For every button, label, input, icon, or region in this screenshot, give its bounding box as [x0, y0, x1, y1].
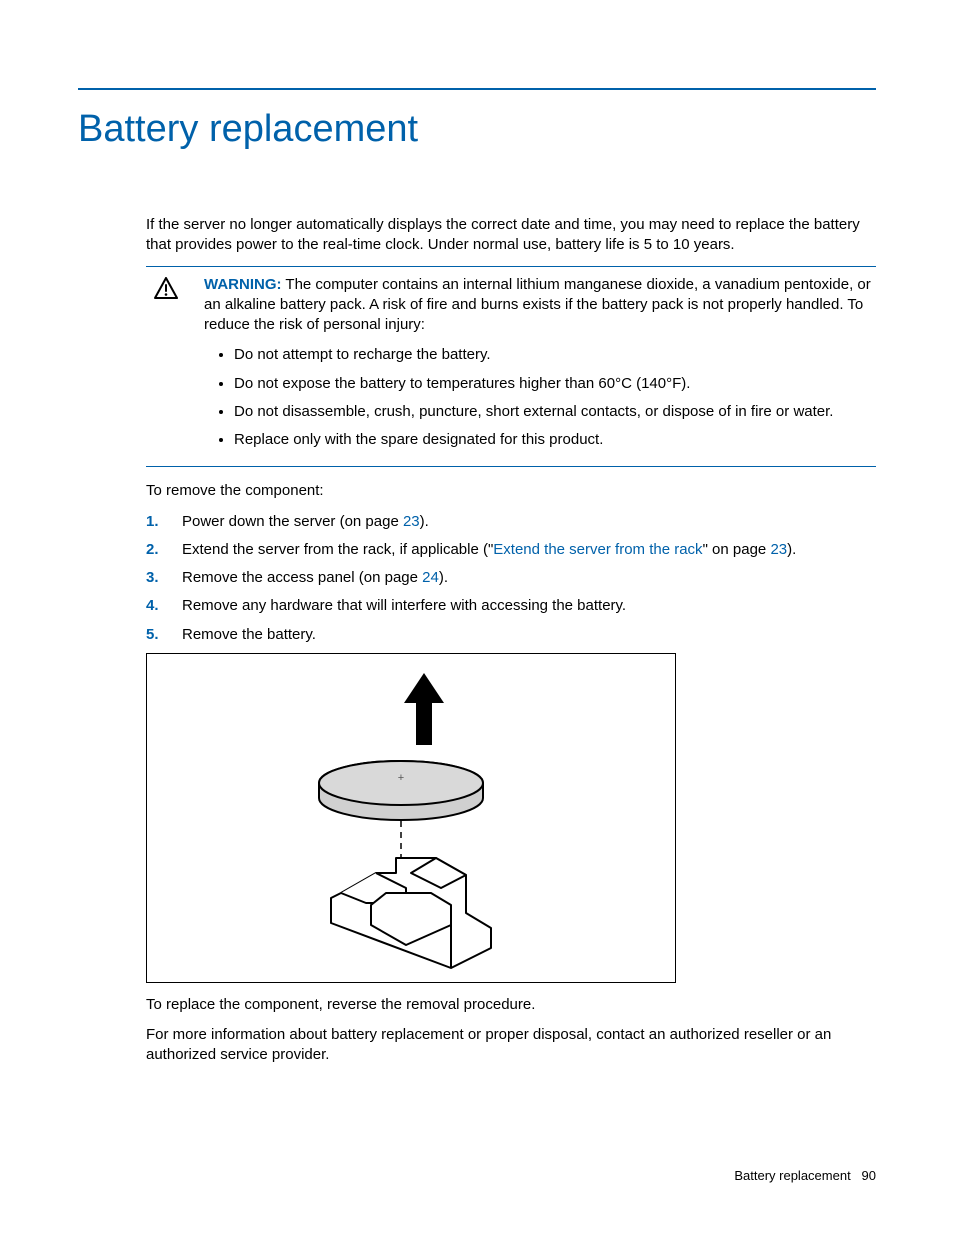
page-link[interactable]: 23: [403, 513, 420, 530]
warning-icon-wrap: [146, 275, 186, 459]
steps-list: Power down the server (on page 23). Exte…: [146, 512, 876, 645]
warning-bullet: Do not disassemble, crush, puncture, sho…: [234, 402, 876, 422]
page-link[interactable]: 24: [422, 569, 439, 586]
step-text: ).: [787, 541, 796, 558]
step-2: Extend the server from the rack, if appl…: [146, 540, 876, 560]
closing-paragraph-1: To replace the component, reverse the re…: [146, 995, 876, 1015]
battery-socket: [331, 858, 491, 968]
arrow-up-icon: [404, 673, 444, 745]
step-5: Remove the battery.: [146, 625, 876, 645]
battery-plus-label: +: [398, 772, 404, 784]
warning-label: WARNING:: [204, 276, 282, 293]
page-footer: Battery replacement 90: [734, 1168, 876, 1183]
step-text: Extend the server from the rack, if appl…: [182, 541, 493, 558]
cross-ref-link[interactable]: Extend the server from the rack: [493, 541, 702, 558]
coin-cell-battery: +: [319, 761, 483, 820]
warning-text: WARNING: The computer contains an intern…: [204, 275, 876, 459]
document-page: Battery replacement If the server no lon…: [0, 0, 954, 1136]
battery-removal-svg: +: [246, 663, 576, 973]
page-title: Battery replacement: [78, 108, 876, 151]
warning-body-text: The computer contains an internal lithiu…: [204, 276, 871, 334]
page-link[interactable]: 23: [770, 541, 787, 558]
step-text: ).: [420, 513, 429, 530]
warning-body: WARNING: The computer contains an intern…: [204, 275, 876, 336]
footer-section: Battery replacement: [734, 1168, 850, 1183]
battery-diagram: +: [146, 653, 676, 983]
closing-paragraph-2: For more information about battery repla…: [146, 1025, 876, 1066]
step-text: Power down the server (on page: [182, 513, 403, 530]
top-rule: [78, 88, 876, 90]
step-text: Remove the access panel (on page: [182, 569, 422, 586]
step-text: " on page: [703, 541, 771, 558]
remove-lead: To remove the component:: [146, 481, 876, 501]
step-1: Power down the server (on page 23).: [146, 512, 876, 532]
step-4: Remove any hardware that will interfere …: [146, 596, 876, 616]
warning-bullet: Replace only with the spare designated f…: [234, 430, 876, 450]
warning-callout: WARNING: The computer contains an intern…: [146, 266, 876, 468]
warning-icon: [154, 277, 178, 299]
footer-page-number: 90: [862, 1168, 876, 1183]
step-3: Remove the access panel (on page 24).: [146, 568, 876, 588]
intro-paragraph: If the server no longer automatically di…: [146, 215, 876, 256]
warning-bullet: Do not expose the battery to temperature…: [234, 374, 876, 394]
step-text: ).: [439, 569, 448, 586]
warning-bullet: Do not attempt to recharge the battery.: [234, 345, 876, 365]
body-content: If the server no longer automatically di…: [146, 215, 876, 1066]
warning-bullet-list: Do not attempt to recharge the battery. …: [234, 345, 876, 450]
